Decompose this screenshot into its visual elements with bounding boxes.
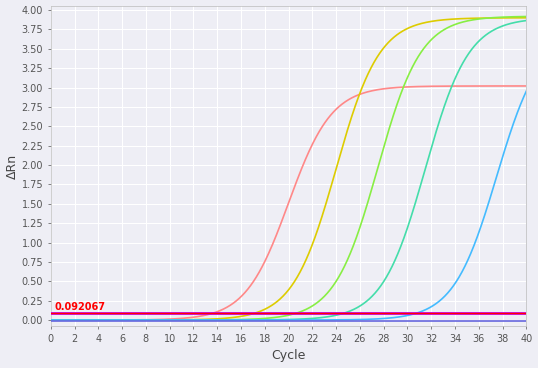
X-axis label: Cycle: Cycle <box>271 350 306 362</box>
Text: 0.092067: 0.092067 <box>54 302 105 312</box>
Y-axis label: ΔRn: ΔRn <box>5 153 18 179</box>
